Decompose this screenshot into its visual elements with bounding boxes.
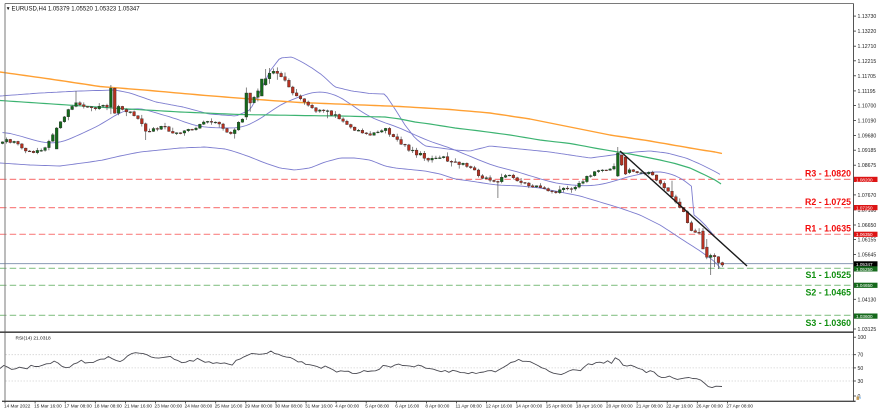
svg-text:100: 100 [858, 335, 867, 341]
svg-text:11 Apr 08:00: 11 Apr 08:00 [456, 404, 483, 409]
svg-text:17 Mar 08:00: 17 Mar 08:00 [64, 404, 92, 409]
svg-text:6 Apr 16:00: 6 Apr 16:00 [395, 404, 419, 409]
svg-text:1.05250: 1.05250 [856, 267, 873, 272]
svg-text:15 Mar 16:00: 15 Mar 16:00 [34, 404, 62, 409]
svg-text:R1 - 1.0635: R1 - 1.0635 [805, 224, 851, 234]
svg-text:30 Mar 08:00: 30 Mar 08:00 [275, 404, 303, 409]
svg-text:S2 - 1.0465: S2 - 1.0465 [806, 288, 852, 298]
svg-text:1.13730: 1.13730 [858, 14, 877, 20]
svg-text:1.07250: 1.07250 [856, 206, 873, 211]
svg-text:S3 - 1.0360: S3 - 1.0360 [806, 318, 852, 328]
svg-text:R2 - 1.0725: R2 - 1.0725 [805, 197, 851, 207]
svg-text:1.11705: 1.11705 [858, 74, 876, 80]
svg-text:1.13220: 1.13220 [858, 29, 877, 35]
svg-text:31 Mar 16:00: 31 Mar 16:00 [305, 404, 333, 409]
svg-text:1.04130: 1.04130 [858, 297, 877, 303]
svg-text:1.06650: 1.06650 [858, 223, 877, 229]
svg-text:22 Apr 16:00: 22 Apr 16:00 [666, 404, 693, 409]
svg-text:70: 70 [858, 353, 864, 359]
svg-text:23 Mar 00:00: 23 Mar 00:00 [155, 404, 183, 409]
svg-text:1.10700: 1.10700 [858, 104, 877, 110]
svg-text:8 Apr 00:00: 8 Apr 00:00 [425, 404, 449, 409]
svg-text:S1 - 1.0525: S1 - 1.0525 [806, 270, 852, 280]
svg-text:25 Mar 16:00: 25 Mar 16:00 [215, 404, 243, 409]
svg-text:1.12710: 1.12710 [858, 44, 877, 50]
svg-text:14 Mar 2022: 14 Mar 2022 [4, 404, 31, 409]
svg-text:R3 - 1.0820: R3 - 1.0820 [805, 169, 851, 179]
svg-text:27 Apr 08:00: 27 Apr 08:00 [726, 404, 753, 409]
svg-text:29 Mar 00:00: 29 Mar 00:00 [245, 404, 273, 409]
svg-text:1.11195: 1.11195 [858, 89, 876, 95]
svg-text:RSI(14) 21.0318: RSI(14) 21.0318 [16, 336, 52, 342]
svg-text:1.07670: 1.07670 [858, 193, 877, 199]
svg-text:21 Mar 16:00: 21 Mar 16:00 [124, 404, 152, 409]
svg-text:26 Apr 00:00: 26 Apr 00:00 [696, 404, 723, 409]
svg-text:1.07160: 1.07160 [858, 208, 877, 214]
svg-text:5 Apr 08:00: 5 Apr 08:00 [365, 404, 389, 409]
svg-text:1.06350: 1.06350 [856, 232, 873, 237]
svg-text:30: 30 [858, 379, 864, 385]
svg-text:1.10190: 1.10190 [858, 119, 877, 125]
svg-text:1.03600: 1.03600 [856, 314, 873, 319]
svg-text:14 Apr 00:00: 14 Apr 00:00 [516, 404, 543, 409]
svg-text:▼: ▼ [6, 7, 11, 12]
svg-text:1.08675: 1.08675 [858, 163, 877, 169]
svg-text:24 Mar 08:00: 24 Mar 08:00 [185, 404, 213, 409]
svg-text:20 Apr 00:00: 20 Apr 00:00 [606, 404, 633, 409]
svg-text:1.09680: 1.09680 [858, 134, 877, 140]
svg-text:1.04650: 1.04650 [856, 283, 873, 288]
svg-text:1.09185: 1.09185 [858, 148, 877, 154]
svg-text:18 Apr 16:00: 18 Apr 16:00 [576, 404, 603, 409]
svg-text:1.05645: 1.05645 [858, 253, 877, 259]
svg-text:12 Apr 16:00: 12 Apr 16:00 [486, 404, 513, 409]
svg-text:18 Mar 08:00: 18 Mar 08:00 [94, 404, 122, 409]
svg-text:1.06155: 1.06155 [858, 238, 877, 244]
svg-text:50: 50 [858, 366, 864, 372]
svg-text:15 Apr 08:00: 15 Apr 08:00 [546, 404, 573, 409]
svg-text:EURUSD,H4 1.05379 1.05520 1.0: EURUSD,H4 1.05379 1.05520 1.05323 1.0534… [12, 6, 141, 12]
svg-text:1.12215: 1.12215 [858, 59, 877, 65]
svg-text:4 Apr 00:00: 4 Apr 00:00 [335, 404, 359, 409]
svg-text:1.08200: 1.08200 [856, 177, 873, 182]
svg-text:1.05347: 1.05347 [856, 262, 873, 267]
svg-text:21 Apr 08:00: 21 Apr 08:00 [636, 404, 663, 409]
svg-text:1.03125: 1.03125 [858, 327, 877, 333]
